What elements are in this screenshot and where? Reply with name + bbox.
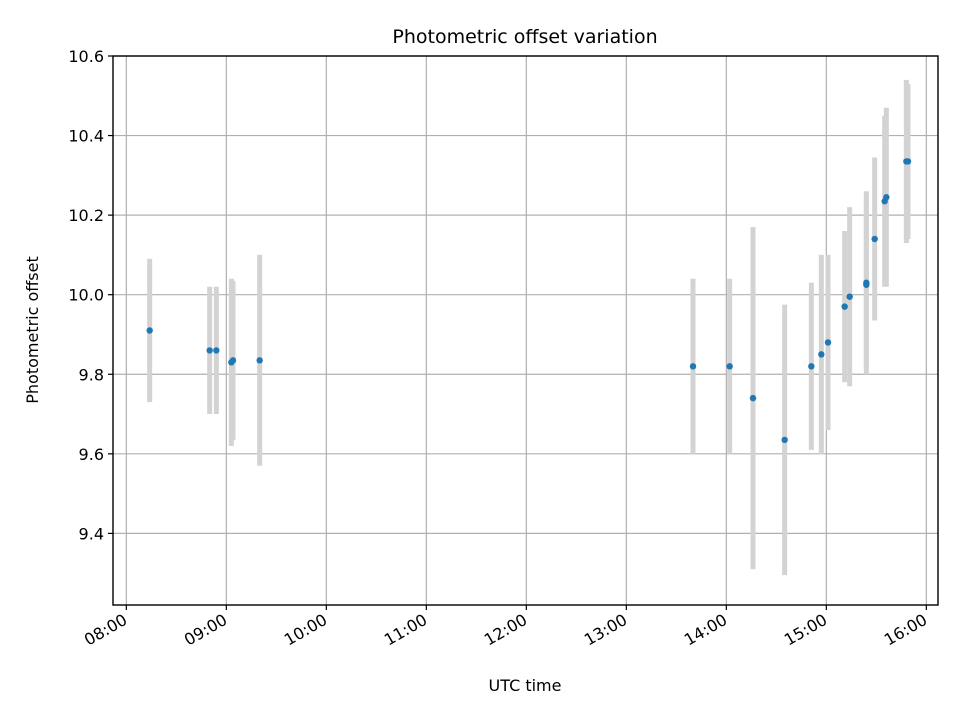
data-point xyxy=(206,347,213,354)
data-point xyxy=(824,339,832,346)
data-point xyxy=(871,235,878,243)
y-tick-label: 9.4 xyxy=(79,524,104,543)
data-point xyxy=(863,281,870,288)
data-point xyxy=(256,357,263,364)
data-point xyxy=(841,303,848,310)
point-layer xyxy=(146,158,912,444)
y-tick-label: 9.6 xyxy=(79,445,104,464)
data-point xyxy=(689,363,697,370)
y-axis-label: Photometric offset xyxy=(23,256,42,404)
y-tick-label: 10.6 xyxy=(68,47,104,66)
y-tick-label: 10.2 xyxy=(68,206,104,225)
chart-title: Photometric offset variation xyxy=(392,26,657,48)
x-axis-label: UTC time xyxy=(489,676,562,695)
grid-layer xyxy=(113,55,938,605)
plot-frame xyxy=(112,55,939,606)
data-point xyxy=(818,351,825,358)
data-point xyxy=(904,158,912,165)
data-point xyxy=(883,194,890,201)
data-point xyxy=(846,293,853,300)
data-point xyxy=(146,327,153,334)
y-tick-label: 9.8 xyxy=(79,365,104,384)
data-point xyxy=(726,363,733,370)
data-point xyxy=(749,394,757,402)
data-point xyxy=(229,357,237,364)
data-point xyxy=(781,436,788,444)
data-point xyxy=(213,347,220,354)
y-tick-label: 10.4 xyxy=(68,127,104,146)
y-tick-label: 10.0 xyxy=(68,286,104,305)
data-point xyxy=(808,363,815,370)
